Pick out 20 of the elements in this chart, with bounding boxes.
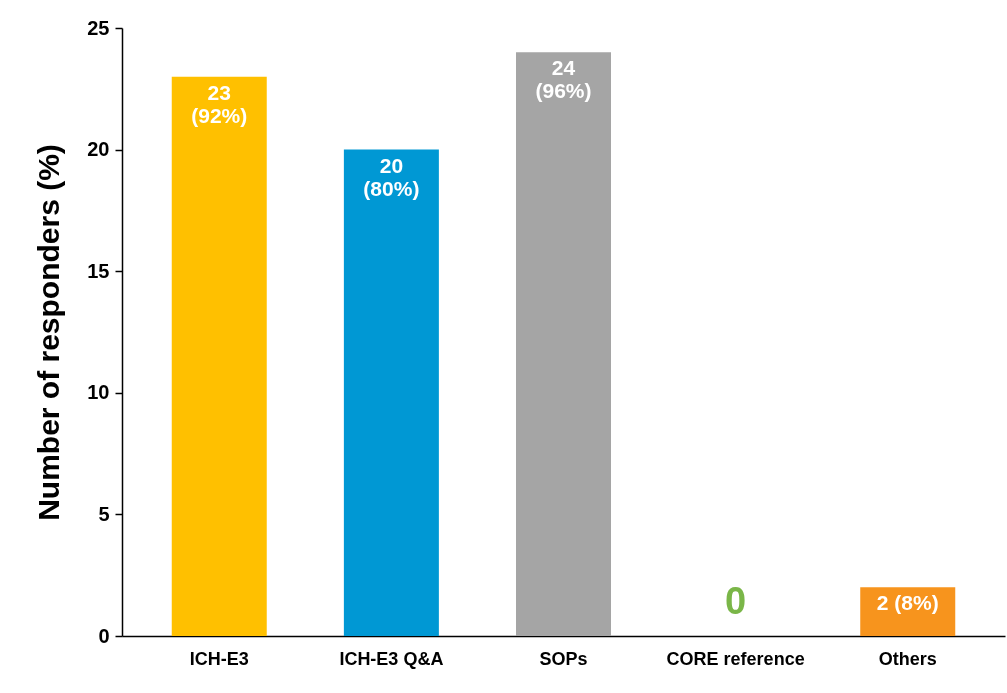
x-tick-label: SOPs xyxy=(539,648,588,669)
data-label: 0 xyxy=(725,580,747,622)
y-tick-label: 0 xyxy=(98,624,110,647)
data-label: 2 (8%) xyxy=(876,591,939,615)
y-tick-label: 10 xyxy=(87,381,110,404)
bar xyxy=(343,149,439,636)
data-label: 23 (92%) xyxy=(191,80,248,127)
y-tick-label: 25 xyxy=(87,16,110,39)
y-axis-title: Number of responders (%) xyxy=(32,144,66,521)
bar xyxy=(516,52,611,636)
y-tick-label: 20 xyxy=(87,138,110,161)
x-tick-label: ICH-E3 xyxy=(189,648,249,669)
x-tick-label: Others xyxy=(878,648,937,669)
x-tick-label: ICH-E3 Q&A xyxy=(339,648,444,669)
y-tick-label: 5 xyxy=(98,502,110,525)
data-label: 24 (96%) xyxy=(535,56,592,103)
bar xyxy=(171,76,267,636)
data-label: 20 (80%) xyxy=(363,153,420,200)
y-tick-label: 15 xyxy=(87,259,110,282)
x-tick-label: CORE reference xyxy=(666,648,805,669)
